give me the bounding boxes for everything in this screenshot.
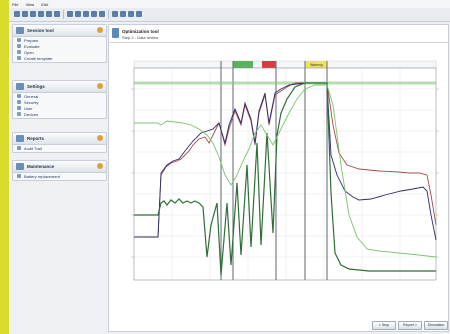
- sidebar-item-battery-replacement[interactable]: Battery replacement: [13, 173, 106, 179]
- grid: [134, 68, 436, 280]
- sidebar-item-label: Audit Trail: [24, 146, 42, 151]
- sidebar-item-security[interactable]: Security: [13, 99, 106, 105]
- settings-icon[interactable]: [99, 11, 105, 17]
- header-divider: [109, 42, 448, 43]
- pan-icon[interactable]: [54, 11, 60, 17]
- collapse-icon[interactable]: [97, 163, 103, 169]
- refresh-icon[interactable]: [83, 11, 89, 17]
- panel-settings-header[interactable]: Settings: [13, 81, 106, 93]
- sidebar-item-evaluate[interactable]: Evaluate: [13, 43, 106, 49]
- app-window: File View Edit Session tool Prepare: [9, 0, 450, 334]
- forward-icon[interactable]: [22, 11, 28, 17]
- phase-label: Warmup: [310, 63, 323, 67]
- toolbar-separator: [108, 10, 109, 19]
- panel-maintenance-header[interactable]: Maintenance: [13, 161, 106, 173]
- panel-title: Session tool: [27, 28, 54, 33]
- collapse-icon[interactable]: [97, 135, 103, 141]
- sidebar-item-label: Battery replacement: [24, 174, 60, 179]
- audit-icon: [17, 146, 21, 150]
- sidebar-item-label: Devices: [24, 112, 39, 117]
- series-light-green: [134, 84, 437, 258]
- sidebar-item-prepare[interactable]: Prepare: [13, 37, 106, 43]
- open-icon: [17, 50, 21, 54]
- sidebar-item-label: Prepare: [24, 38, 39, 43]
- devices-icon: [17, 112, 21, 116]
- sidebar-item-create-template[interactable]: Create template: [13, 55, 106, 61]
- phase-marker-red: [262, 61, 276, 68]
- panel-title: Settings: [27, 84, 45, 89]
- phase-bar: Warmup: [133, 60, 437, 69]
- report-button[interactable]: Report >: [398, 321, 422, 330]
- back-icon[interactable]: [14, 11, 20, 17]
- template-icon: [17, 56, 21, 60]
- sidebar-item-label: Security: [24, 100, 39, 105]
- page-subtitle: Step 2 - Data review: [122, 35, 159, 40]
- zoom-out-icon[interactable]: [75, 11, 81, 17]
- hand-icon[interactable]: [30, 11, 36, 17]
- panel-title: Reports: [27, 136, 45, 141]
- toolbar: [9, 8, 450, 22]
- graph-area[interactable]: Warmup: [109, 25, 448, 331]
- zoom-in-icon[interactable]: [67, 11, 73, 17]
- sidebar-item-audit-trail[interactable]: Audit Trail: [13, 145, 106, 151]
- series-dark-green: [134, 82, 436, 276]
- collapse-icon[interactable]: [97, 27, 103, 33]
- series-red: [134, 82, 437, 238]
- y-axis-left-ticks: [131, 88, 134, 258]
- panel-session: Session tool Prepare Evaluate Open Creat…: [12, 24, 107, 63]
- y-axis-right-ticks: [436, 88, 439, 258]
- move-icon[interactable]: [38, 11, 44, 17]
- prepare-icon: [17, 38, 21, 42]
- battery-icon: [17, 174, 21, 178]
- sidebar: Session tool Prepare Evaluate Open Creat…: [12, 24, 107, 330]
- stop-button[interactable]: < Stop: [372, 321, 396, 330]
- menu-edit[interactable]: Edit: [41, 2, 49, 7]
- session-icon: [16, 27, 24, 34]
- tool-logo-icon: [112, 28, 119, 38]
- page-title: Optimization tool: [122, 29, 159, 34]
- panel-title: Maintenance: [27, 164, 55, 169]
- reports-icon: [16, 135, 24, 142]
- phase-marker-yellow: [305, 61, 327, 68]
- export-icon[interactable]: [136, 11, 142, 17]
- general-icon: [17, 94, 21, 98]
- series-navy: [134, 82, 437, 241]
- user-icon: [17, 106, 21, 110]
- panel-settings: Settings General Security User Devices: [12, 80, 107, 119]
- sidebar-item-general[interactable]: General: [13, 93, 106, 99]
- phase-marker-green: [233, 61, 253, 68]
- sidebar-item-devices[interactable]: Devices: [13, 111, 106, 117]
- panel-reports: Reports Audit Trail: [12, 132, 107, 153]
- print-icon[interactable]: [91, 11, 97, 17]
- menu-file[interactable]: File: [12, 2, 19, 7]
- sidebar-item-label: User: [24, 106, 33, 111]
- simulation-button[interactable]: Simulation: [424, 321, 448, 330]
- evaluate-icon: [17, 44, 21, 48]
- panel-session-header[interactable]: Session tool: [13, 25, 106, 37]
- zoom-icon[interactable]: [46, 11, 52, 17]
- menu-view[interactable]: View: [25, 2, 35, 7]
- maintenance-icon: [16, 163, 24, 170]
- panel-maintenance: Maintenance Battery replacement: [12, 160, 107, 181]
- sidebar-item-label: General: [24, 94, 39, 99]
- play-icon[interactable]: [112, 11, 118, 17]
- toolbar-separator: [63, 10, 64, 19]
- sidebar-item-user[interactable]: User: [13, 105, 106, 111]
- main-panel: Optimization tool Step 2 - Data review W…: [108, 24, 449, 332]
- phase-bar-bg: [133, 60, 437, 69]
- sidebar-item-label: Evaluate: [24, 44, 40, 49]
- sidebar-item-label: Create template: [24, 56, 53, 61]
- panel-reports-header[interactable]: Reports: [13, 133, 106, 145]
- shield-icon: [17, 100, 21, 104]
- settings-panel-icon: [16, 83, 24, 90]
- plot-area: [133, 67, 437, 281]
- grid-icon[interactable]: [128, 11, 134, 17]
- sidebar-item-open[interactable]: Open: [13, 49, 106, 55]
- stop-icon[interactable]: [120, 11, 126, 17]
- collapse-icon[interactable]: [97, 83, 103, 89]
- sidebar-item-label: Open: [24, 50, 34, 55]
- menu-bar: File View Edit: [9, 0, 450, 8]
